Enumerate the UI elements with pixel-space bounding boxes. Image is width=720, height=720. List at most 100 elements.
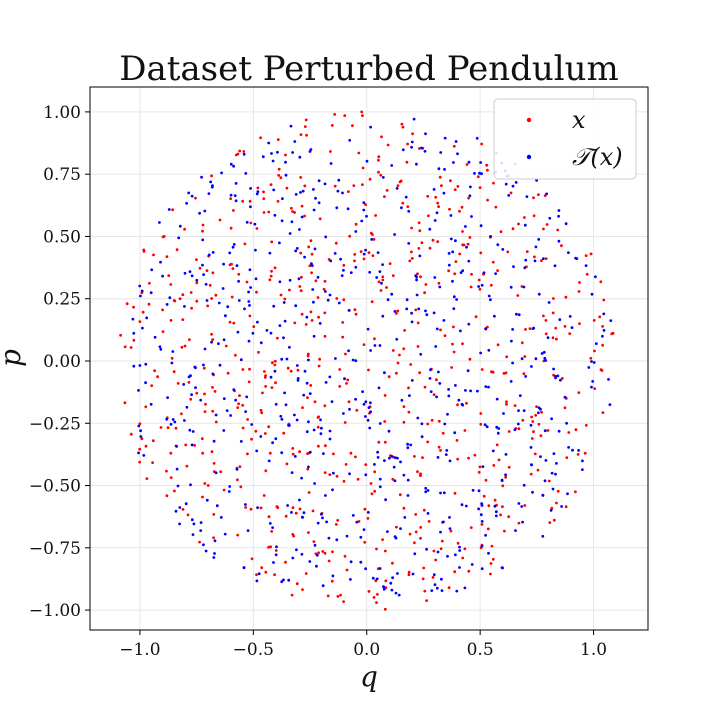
point-tx [370, 238, 374, 241]
point-tx [246, 529, 250, 532]
point-tx [244, 503, 247, 506]
point-tx [539, 455, 542, 458]
point-x [250, 437, 253, 441]
point-tx [430, 589, 434, 592]
point-x [204, 402, 207, 406]
point-tx [470, 215, 473, 218]
legend-marker-x [526, 117, 532, 123]
point-x [303, 184, 307, 188]
point-tx [420, 435, 424, 439]
point-x [421, 456, 424, 459]
point-tx [226, 305, 230, 309]
point-tx [464, 389, 467, 392]
point-tx [138, 364, 142, 367]
point-tx [362, 201, 366, 205]
point-x [458, 209, 461, 213]
point-x [186, 513, 190, 517]
point-x [125, 302, 129, 306]
point-tx [390, 292, 394, 296]
point-x [226, 371, 230, 375]
point-x [343, 421, 347, 424]
point-x [248, 367, 251, 371]
point-tx [169, 422, 173, 426]
point-x [601, 325, 604, 328]
point-tx [187, 191, 191, 195]
point-x [363, 540, 367, 544]
point-tx [239, 358, 243, 362]
point-tx [410, 311, 413, 315]
point-x [533, 255, 536, 259]
y-tick-label: −0.75 [29, 539, 81, 559]
point-x [310, 252, 314, 256]
point-x [379, 289, 383, 292]
point-tx [342, 268, 345, 272]
point-x [410, 226, 413, 230]
point-x [370, 300, 374, 304]
point-x [416, 470, 419, 473]
point-x [373, 337, 376, 341]
point-x [437, 205, 440, 209]
point-tx [280, 417, 284, 421]
point-x [480, 523, 484, 526]
point-x [480, 368, 484, 371]
point-x [461, 556, 465, 560]
point-tx [607, 378, 610, 381]
point-x [335, 474, 339, 478]
point-tx [225, 409, 229, 412]
point-x [421, 577, 425, 581]
point-tx [378, 477, 382, 481]
point-tx [530, 463, 533, 466]
point-x [436, 240, 440, 244]
point-x [478, 186, 482, 190]
point-tx [383, 459, 386, 462]
point-tx [521, 520, 524, 524]
point-tx [479, 161, 482, 164]
point-x [439, 547, 443, 551]
point-tx [222, 429, 226, 432]
point-tx [212, 556, 216, 559]
point-x [238, 394, 241, 397]
point-x [309, 310, 313, 314]
point-x [357, 151, 361, 155]
point-x [449, 529, 453, 533]
point-x [375, 547, 378, 551]
point-tx [345, 534, 349, 538]
point-x [520, 341, 524, 345]
point-x [249, 221, 253, 225]
point-x [305, 133, 308, 137]
point-x [243, 242, 247, 246]
point-x [367, 590, 371, 593]
point-tx [456, 152, 459, 156]
point-x [354, 222, 358, 226]
point-tx [343, 377, 346, 381]
point-x [279, 293, 283, 297]
point-tx [386, 530, 389, 533]
point-x [344, 352, 347, 356]
point-x [461, 342, 464, 346]
point-x [395, 312, 398, 315]
point-x [486, 168, 489, 172]
point-x [451, 342, 454, 346]
point-tx [132, 331, 136, 335]
point-tx [378, 270, 382, 273]
point-x [344, 463, 348, 466]
point-x [342, 600, 345, 603]
point-x [237, 402, 241, 406]
point-x [554, 326, 558, 330]
point-x [260, 566, 264, 570]
point-tx [393, 456, 397, 459]
point-x [353, 253, 357, 256]
point-x [563, 406, 567, 410]
point-x [362, 257, 366, 261]
point-x [402, 506, 406, 510]
point-x [593, 349, 596, 353]
point-tx [494, 510, 498, 514]
point-tx [201, 238, 205, 242]
point-x [285, 186, 289, 190]
point-tx [175, 445, 179, 448]
point-x [439, 449, 442, 452]
point-tx [564, 222, 568, 226]
point-x [167, 274, 171, 277]
point-x [324, 444, 327, 448]
point-tx [250, 423, 254, 426]
